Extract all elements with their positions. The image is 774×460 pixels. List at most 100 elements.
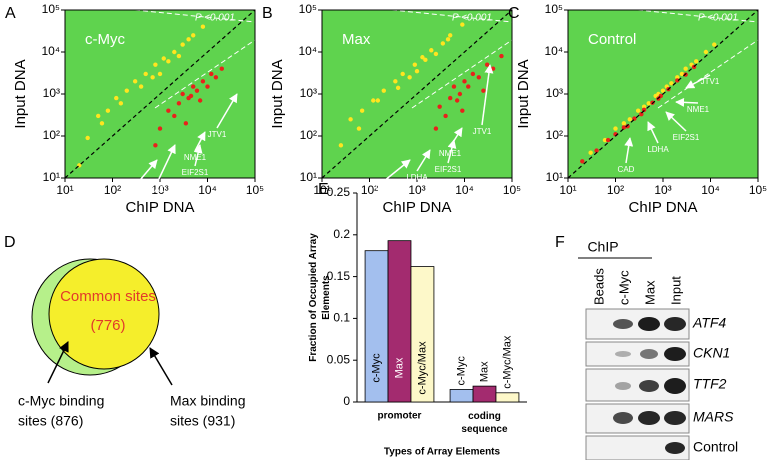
y-tick-label: 0.25 bbox=[327, 185, 351, 199]
point bbox=[118, 101, 124, 106]
row-label: MARS bbox=[693, 409, 734, 425]
bar-label: Max bbox=[478, 361, 490, 382]
venn-label: Common sites bbox=[60, 288, 156, 305]
panel-letter: D bbox=[4, 234, 16, 251]
band bbox=[639, 380, 659, 392]
venn-label: (776) bbox=[90, 317, 125, 334]
annotation: CAD bbox=[149, 185, 166, 194]
point bbox=[105, 108, 111, 113]
lane-label: c-Myc bbox=[616, 270, 631, 305]
y-tick-label: 10⁵ bbox=[545, 2, 563, 16]
annotation-arrow bbox=[624, 137, 634, 164]
y-tick-label: 10¹ bbox=[300, 170, 317, 184]
annotation-arrow bbox=[685, 74, 711, 89]
point bbox=[625, 124, 630, 129]
panel-letter: B bbox=[262, 5, 273, 22]
p-value: P <0.001 bbox=[195, 13, 235, 24]
band bbox=[615, 382, 631, 390]
point bbox=[466, 84, 471, 89]
point bbox=[613, 126, 618, 131]
point bbox=[114, 95, 119, 101]
band bbox=[613, 319, 633, 329]
x-tick-label: 10⁴ bbox=[455, 183, 474, 197]
point bbox=[161, 56, 166, 61]
venn-label: sites (931) bbox=[170, 413, 235, 429]
p-value: P <0.001 bbox=[698, 13, 738, 24]
y-tick-label: 10² bbox=[546, 128, 563, 142]
point bbox=[213, 75, 219, 80]
bar bbox=[449, 389, 474, 403]
x-tick-label: 10⁴ bbox=[198, 183, 217, 197]
panel-label: Control bbox=[588, 31, 636, 48]
point bbox=[675, 78, 680, 83]
point bbox=[420, 55, 425, 60]
lane-group: ChIP bbox=[587, 239, 618, 255]
band bbox=[615, 351, 631, 357]
band bbox=[638, 317, 660, 331]
point bbox=[437, 104, 442, 109]
x-tick-label: 10¹ bbox=[313, 183, 330, 197]
reference-line bbox=[321, 9, 513, 179]
venn-label: c-Myc binding bbox=[18, 393, 104, 409]
lane-label: Beads bbox=[591, 268, 606, 305]
point bbox=[499, 53, 504, 59]
bar-label: c-Myc bbox=[370, 353, 382, 383]
bar-label: c-Myc/Max bbox=[501, 335, 513, 389]
point bbox=[641, 104, 647, 109]
x-tick-label: 10⁵ bbox=[246, 183, 264, 197]
annotation: CAD bbox=[618, 165, 635, 174]
point bbox=[594, 148, 599, 153]
row-label: TTF2 bbox=[693, 376, 727, 392]
reference-line bbox=[391, 10, 512, 23]
point bbox=[703, 49, 709, 55]
reference-line bbox=[567, 9, 759, 179]
point bbox=[180, 91, 185, 97]
p-value: P <0.001 bbox=[452, 13, 492, 24]
x-tick-label: coding sequence bbox=[461, 411, 508, 435]
y-tick-label: 10³ bbox=[43, 86, 60, 100]
point bbox=[400, 71, 405, 77]
row-label: CKN1 bbox=[693, 345, 730, 361]
y-tick-label: 10⁵ bbox=[299, 2, 317, 16]
y-tick-label: 0.15 bbox=[327, 269, 351, 283]
band bbox=[664, 347, 686, 361]
bar bbox=[472, 385, 497, 403]
annotation: JTV1 bbox=[701, 77, 720, 86]
blot: F ChIP Beads c-Myc Max Input bbox=[555, 234, 738, 460]
point bbox=[153, 62, 158, 67]
y-tick-label: 0.05 bbox=[327, 352, 351, 366]
y-tick-label: 10² bbox=[43, 128, 60, 142]
x-tick-label: 10² bbox=[607, 183, 624, 197]
reference-line bbox=[134, 10, 255, 23]
x-tick-label: 10³ bbox=[654, 183, 671, 197]
point bbox=[85, 135, 90, 141]
annotation: CAD bbox=[376, 183, 393, 192]
x-tick-label: 10³ bbox=[151, 183, 168, 197]
reference-line bbox=[657, 39, 758, 109]
annotation-arrow bbox=[647, 121, 659, 144]
arrow bbox=[47, 341, 69, 384]
point bbox=[172, 113, 177, 119]
annotation: LDH-A bbox=[117, 195, 142, 204]
point bbox=[448, 33, 453, 38]
band bbox=[638, 411, 660, 425]
x-axis-label: ChIP DNA bbox=[383, 199, 452, 216]
point bbox=[646, 101, 651, 106]
annotation-arrow bbox=[675, 97, 699, 107]
panel-label: Max bbox=[342, 31, 371, 48]
annotation: LDHA bbox=[647, 145, 669, 154]
x-tick-label: 10¹ bbox=[559, 183, 576, 197]
y-tick-label: 10² bbox=[300, 128, 317, 142]
point bbox=[639, 112, 644, 117]
y-tick-label: 10⁴ bbox=[41, 44, 60, 58]
y-tick-label: 0.1 bbox=[333, 311, 350, 325]
x-axis-label: Types of Array Elements bbox=[384, 447, 501, 458]
annotation-arrow bbox=[481, 64, 494, 126]
point bbox=[675, 75, 680, 80]
point bbox=[414, 68, 420, 74]
point bbox=[359, 108, 365, 113]
point bbox=[712, 42, 717, 47]
annotation: EIF2S1 bbox=[435, 165, 462, 174]
reference-line bbox=[637, 10, 758, 23]
point bbox=[191, 84, 196, 89]
